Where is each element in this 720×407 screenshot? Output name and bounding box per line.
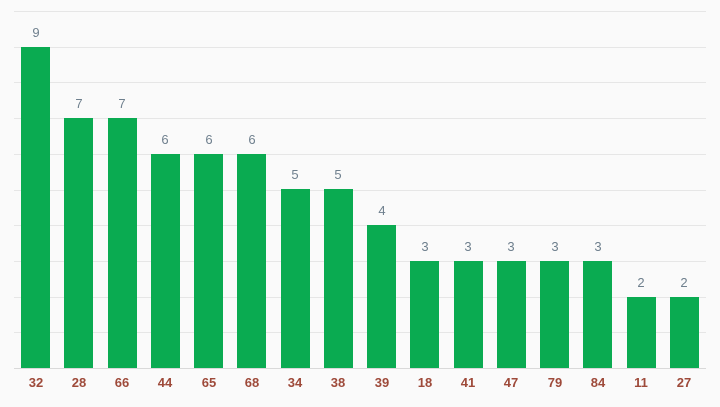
gridline: [14, 118, 706, 120]
bar-value-label: 5: [334, 167, 342, 182]
bar-value-label: 2: [637, 275, 645, 290]
x-axis-label: 65: [201, 375, 217, 390]
x-axis-label: 28: [71, 375, 87, 390]
bar[interactable]: [583, 261, 612, 368]
gridline: [14, 46, 706, 48]
gridline: [14, 225, 706, 227]
bar[interactable]: [237, 154, 266, 368]
bar-value-label: 7: [75, 96, 83, 111]
x-axis-label: 11: [634, 375, 648, 390]
bar[interactable]: [627, 297, 656, 368]
bar-value-label: 9: [32, 25, 40, 40]
bar-value-label: 6: [248, 132, 256, 147]
gridline: [14, 260, 706, 262]
gridline: [14, 153, 706, 155]
bar-value-label: 3: [594, 239, 602, 254]
bar[interactable]: [497, 261, 526, 368]
gridline: [14, 296, 706, 298]
x-axis-label: 84: [590, 375, 606, 390]
bar-value-label: 2: [680, 275, 688, 290]
bar-value-label: 5: [291, 167, 299, 182]
bar-value-label: 3: [421, 239, 429, 254]
gridline: [14, 82, 706, 84]
gridline: [14, 332, 706, 334]
gridline: [14, 189, 706, 191]
bar[interactable]: [108, 118, 137, 368]
x-axis-label: 44: [157, 375, 173, 390]
x-axis-label: 32: [28, 375, 44, 390]
gridline: [14, 11, 706, 12]
bar[interactable]: [64, 118, 93, 368]
bar[interactable]: [21, 47, 50, 368]
x-axis-label: 39: [374, 375, 390, 390]
x-axis-label: 41: [460, 375, 476, 390]
bar[interactable]: [670, 297, 699, 368]
bar[interactable]: [324, 189, 353, 368]
x-axis-label: 47: [503, 375, 519, 390]
x-axis-label: 18: [417, 375, 433, 390]
bar-value-label: 7: [118, 96, 126, 111]
bar[interactable]: [151, 154, 180, 368]
x-axis-label: 66: [114, 375, 130, 390]
x-axis-label: 27: [676, 375, 692, 390]
x-axis-label: 79: [547, 375, 563, 390]
bar-value-label: 3: [507, 239, 515, 254]
bar-value-label: 4: [378, 203, 386, 218]
bar-value-label: 3: [464, 239, 472, 254]
bar[interactable]: [454, 261, 483, 368]
x-axis-label: 68: [244, 375, 260, 390]
bar[interactable]: [194, 154, 223, 368]
x-axis-label: 38: [330, 375, 346, 390]
bar[interactable]: [281, 189, 310, 368]
bar[interactable]: [540, 261, 569, 368]
x-axis-line: [14, 368, 706, 369]
bar-value-label: 6: [205, 132, 213, 147]
bar-value-label: 6: [161, 132, 169, 147]
bar[interactable]: [367, 225, 396, 368]
bar-value-label: 3: [551, 239, 559, 254]
bar[interactable]: [410, 261, 439, 368]
x-axis-label: 34: [287, 375, 303, 390]
